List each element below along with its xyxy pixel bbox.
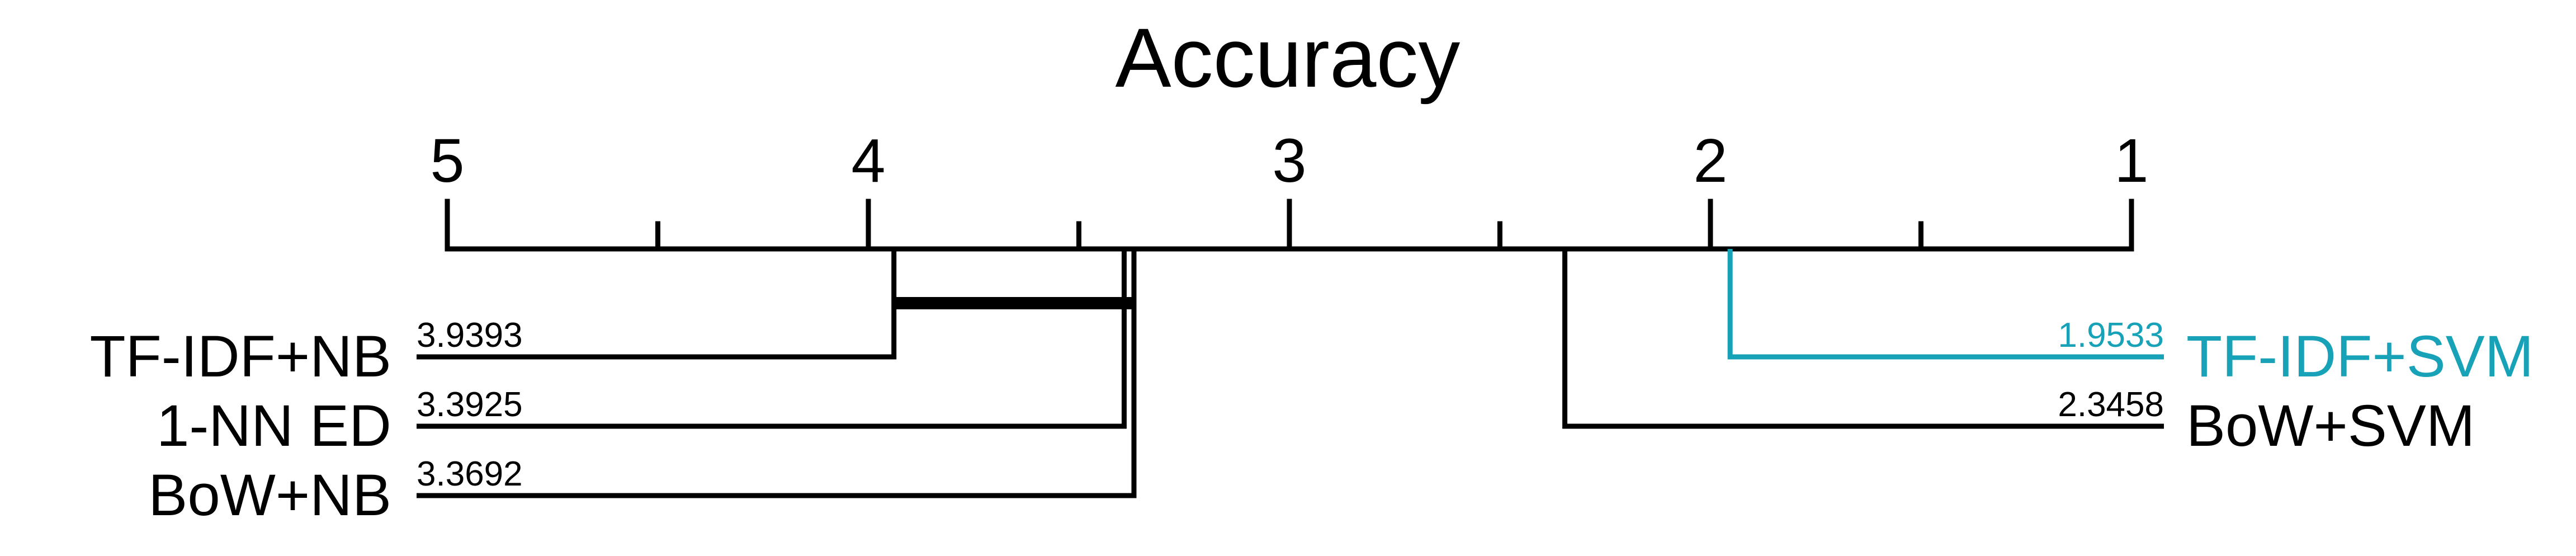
rank-label: 1.9533 [2058, 316, 2164, 355]
rank-label: 3.3692 [417, 455, 523, 493]
rank-label: 3.3925 [417, 385, 523, 424]
method-label: BoW+SVM [2186, 393, 2475, 459]
method-label: TF-IDF+NB [89, 324, 391, 389]
connector-bow-svm [1562, 249, 2164, 429]
rank-label: 3.9393 [417, 316, 523, 355]
connector-tf-idf-svm [1727, 249, 2164, 360]
tick-label: 5 [430, 126, 464, 195]
tick-label: 1 [2114, 126, 2148, 195]
tick-label: 3 [1272, 126, 1306, 195]
tick-label: 4 [851, 126, 885, 195]
connector-bow-nb [417, 249, 1137, 498]
tick-label: 2 [1693, 126, 1727, 195]
method-label: 1-NN ED [157, 393, 391, 459]
chart-title: Accuracy [1116, 11, 1460, 105]
method-label: BoW+NB [148, 463, 391, 528]
method-label: TF-IDF+SVM [2186, 324, 2534, 389]
rank-label: 2.3458 [2058, 385, 2164, 424]
connector-tf-idf-nb [417, 249, 897, 360]
connector-1-nn-ed [417, 249, 1127, 429]
